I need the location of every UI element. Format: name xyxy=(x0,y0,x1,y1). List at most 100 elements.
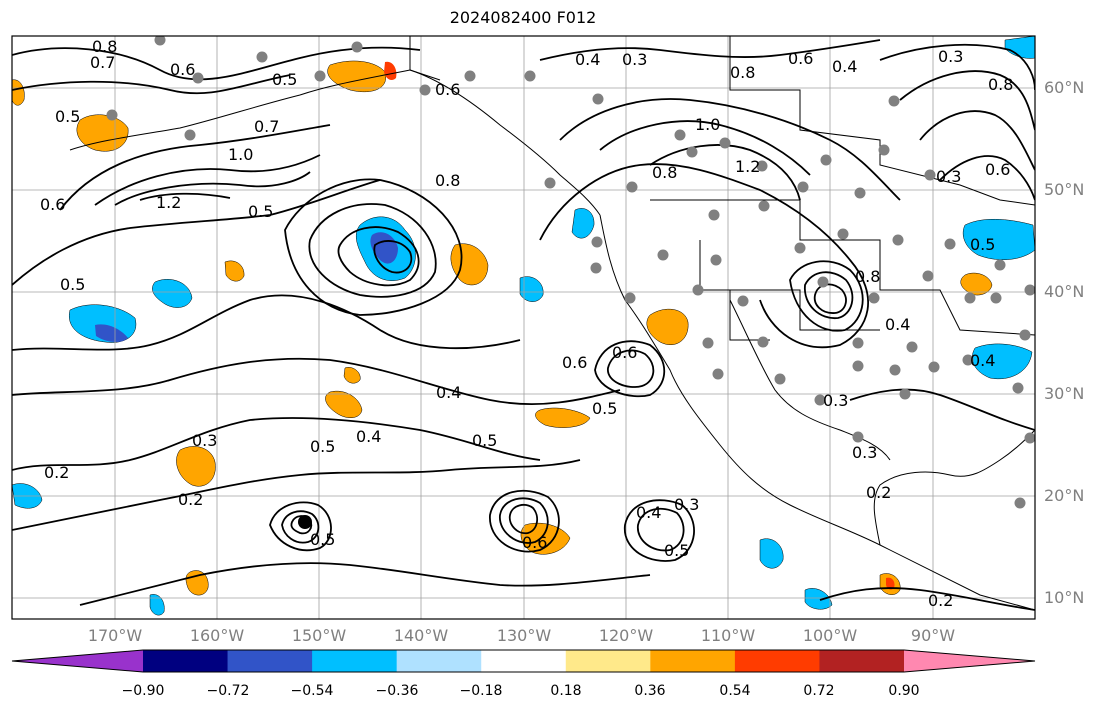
contour-label: 0.6 xyxy=(170,60,195,79)
blue-region xyxy=(370,232,398,264)
contour-label: 0.5 xyxy=(310,530,335,549)
lat-label: 60°N xyxy=(1044,78,1085,97)
colorbar-segment xyxy=(650,650,736,672)
contour-label: 1.0 xyxy=(695,115,720,134)
contour-label: 0.6 xyxy=(522,533,547,552)
contour-label: 1.2 xyxy=(735,157,760,176)
contour-label: 1.2 xyxy=(156,193,181,212)
contour-label: 0.5 xyxy=(272,70,297,89)
orange-region xyxy=(960,272,993,296)
colorbar-tick-label: 0.72 xyxy=(803,683,835,699)
contour-label: 0.6 xyxy=(985,160,1010,179)
contour-label: 0.3 xyxy=(852,443,877,462)
cyan-region xyxy=(962,218,1035,260)
lon-label: 110°W xyxy=(700,626,756,645)
lon-label: 120°W xyxy=(598,626,654,645)
contour-labels: 0.8 0.7 0.6 0.5 0.5 0.7 1.0 1.2 0.5 0.6 … xyxy=(40,37,1013,610)
lon-label: 170°W xyxy=(87,626,143,645)
orange-region xyxy=(535,407,591,428)
colorbar-tick-label: 0.18 xyxy=(550,683,582,699)
low-center-dot xyxy=(298,515,312,529)
contour-label: 0.3 xyxy=(192,431,217,450)
contour-label: 0.5 xyxy=(310,437,335,456)
lon-label: 140°W xyxy=(393,626,449,645)
lat-label: 20°N xyxy=(1044,486,1085,505)
lon-label: 90°W xyxy=(910,626,956,645)
contour-label: 0.5 xyxy=(592,399,617,418)
cyan-region xyxy=(149,594,165,616)
contour-label: 0.8 xyxy=(730,63,755,82)
contour-label: 0.3 xyxy=(622,50,647,69)
colorbar-tick-label: 0.36 xyxy=(634,683,666,699)
colorbar-tick-label: 0.90 xyxy=(888,683,920,699)
colorbar-segment xyxy=(312,650,398,672)
contour-label: 0.5 xyxy=(248,202,273,221)
cyan-region xyxy=(759,538,784,569)
contour-label: 0.4 xyxy=(636,503,661,522)
contour-label: 0.4 xyxy=(436,383,461,402)
contour-label: 0.4 xyxy=(885,315,910,334)
contour-label: 0.8 xyxy=(988,75,1013,94)
orange-region xyxy=(450,243,489,286)
orange-region xyxy=(224,260,245,282)
lon-label: 160°W xyxy=(189,626,245,645)
map-background xyxy=(12,36,1035,619)
contour-label: 0.6 xyxy=(788,49,813,68)
colorbar-segment xyxy=(227,650,313,672)
colorbar-segment xyxy=(734,650,820,672)
orange-region xyxy=(343,367,361,384)
colorbar-extend-left xyxy=(12,650,143,672)
orange-region xyxy=(176,446,216,487)
contour-label: 0.5 xyxy=(970,235,995,254)
contour-label: 0.3 xyxy=(936,167,961,186)
red-region xyxy=(384,61,397,80)
contour-label: 0.4 xyxy=(356,427,381,446)
colorbar-extend-right xyxy=(904,650,1035,672)
blue-region xyxy=(95,324,128,343)
contour-label: 0.5 xyxy=(472,431,497,450)
colorbar-outline xyxy=(11,649,1036,673)
colorbar-tick-label: −0.54 xyxy=(290,683,334,699)
contour-label: 0.7 xyxy=(90,53,115,72)
station-dots xyxy=(106,36,1035,509)
contour-lines xyxy=(12,39,1035,611)
contour-label: 0.3 xyxy=(938,47,963,66)
contour-label: 0.2 xyxy=(178,490,203,509)
colorbar-tick-label: −0.18 xyxy=(459,683,503,699)
contour-label: 0.2 xyxy=(866,483,891,502)
colorbar-tick-label: −0.72 xyxy=(206,683,250,699)
contour-label: 0.8 xyxy=(435,171,460,190)
contour-label: 0.8 xyxy=(652,163,677,182)
colorbar-segment xyxy=(481,650,567,672)
contour-label: 0.7 xyxy=(254,117,279,136)
cyan-region xyxy=(972,343,1033,380)
contour-label: 0.2 xyxy=(44,463,69,482)
lat-label: 30°N xyxy=(1044,384,1085,403)
colorbar-tick-label: −0.90 xyxy=(121,683,165,699)
cyan-region xyxy=(571,208,595,239)
lon-label: 130°W xyxy=(496,626,552,645)
contour-label: 0.3 xyxy=(674,495,699,514)
contour-label: 0.2 xyxy=(928,591,953,610)
red-region xyxy=(886,577,895,590)
lon-label: 100°W xyxy=(802,626,858,645)
contour-label: 0.6 xyxy=(612,343,637,362)
contour-label: 1.0 xyxy=(228,145,253,164)
colorbar-segment xyxy=(143,650,229,672)
contour-label: 0.4 xyxy=(970,351,995,370)
colorbar-segment xyxy=(396,650,482,672)
contour-label: 0.4 xyxy=(832,57,857,76)
orange-region xyxy=(646,308,689,346)
cyan-region xyxy=(804,588,833,610)
contour-label: 0.5 xyxy=(60,275,85,294)
colorbar-segment xyxy=(819,650,905,672)
map-title: 2024082400 F012 xyxy=(449,8,597,27)
contour-label: 0.8 xyxy=(92,37,117,56)
lat-label: 40°N xyxy=(1044,282,1085,301)
contour-label: 0.3 xyxy=(823,391,848,410)
orange-region xyxy=(325,390,363,418)
lat-label: 10°N xyxy=(1044,588,1085,607)
contour-label: 0.5 xyxy=(55,107,80,126)
shaded-anomaly-regions xyxy=(12,36,1035,616)
